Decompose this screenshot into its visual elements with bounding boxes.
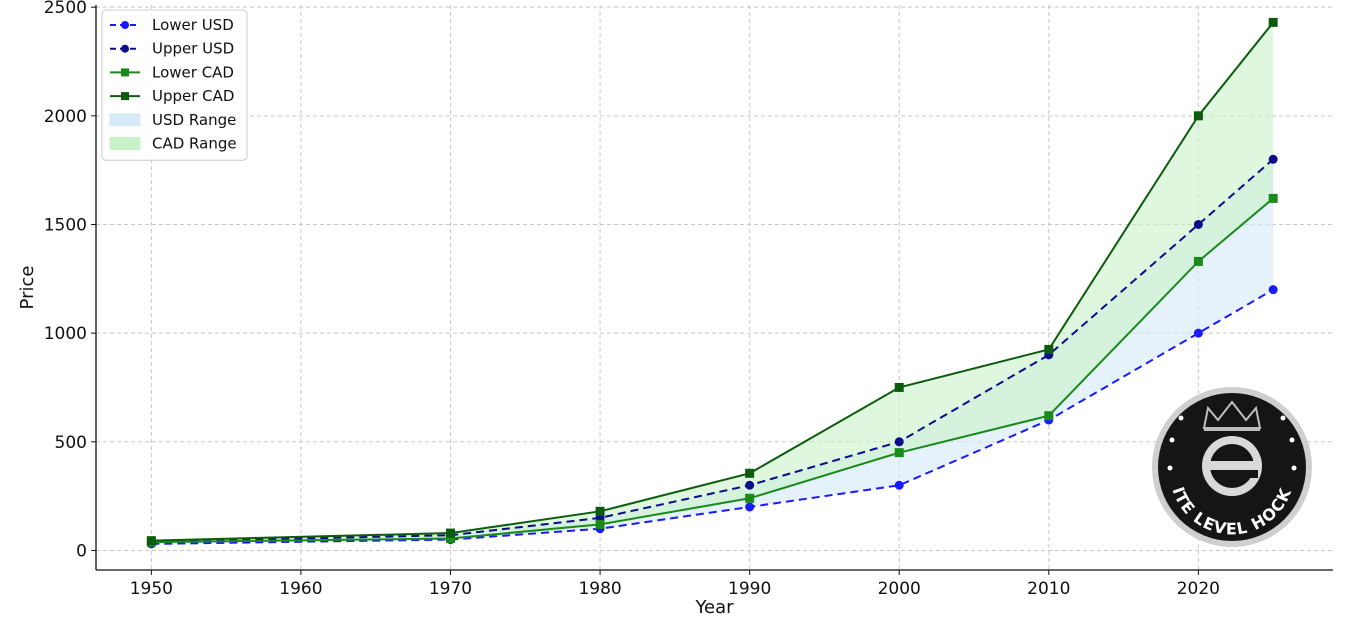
upper-cad-point-1970 — [445, 528, 455, 538]
x-tick-label-1980: 1980 — [578, 579, 621, 599]
legend-marker-upper-usd — [121, 44, 129, 53]
legend-entry: Upper USD — [110, 40, 234, 58]
legend: Lower USD Upper USD Lower CAD Upper CAD USD … — [101, 9, 248, 161]
y-tick-label-1000: 1000 — [44, 324, 87, 344]
y-tick-label-2500: 2500 — [44, 0, 87, 18]
upper-usd-point-2025 — [1268, 154, 1278, 164]
legend-entry: Lower USD — [110, 16, 234, 34]
upper-usd-point-2020 — [1193, 219, 1203, 229]
upper-cad-point-1980 — [595, 506, 605, 516]
upper-usd-line — [151, 158, 1274, 543]
lower-cad-point-2020 — [1193, 256, 1203, 266]
upper-cad-point-2020 — [1193, 111, 1203, 121]
lower-usd-point-1990 — [745, 502, 755, 512]
legend-entry: Upper CAD — [110, 87, 234, 105]
x-tick-label-2000: 2000 — [878, 579, 921, 599]
crown-icon — [1202, 400, 1262, 431]
legend-swatch-usd-range — [109, 113, 141, 127]
y-tick-label-1500: 1500 — [44, 215, 87, 235]
y-tick-label-500: 500 — [55, 433, 87, 453]
upper-cad-line — [151, 21, 1274, 542]
series-markers — [146, 17, 1278, 549]
legend-label-cad-range: CAD Range — [152, 135, 237, 153]
x-axis-label: Year — [694, 597, 734, 618]
upper-cad-point-2025 — [1268, 17, 1278, 27]
cad-range-fill — [151, 22, 1274, 543]
grid — [96, 5, 1333, 570]
y-tick-label-2000: 2000 — [44, 107, 87, 127]
lower-cad-point-1980 — [595, 519, 605, 529]
lower-usd-point-2020 — [1193, 328, 1203, 338]
x-tick-label-1950: 1950 — [130, 579, 173, 599]
lower-cad-point-1970 — [445, 533, 455, 543]
lower-usd-line — [151, 288, 1274, 545]
legend-marker-lower-cad — [121, 68, 129, 77]
legend-entry: Lower CAD — [110, 63, 234, 81]
legend-entry: CAD Range — [109, 135, 237, 153]
e-emblem-icon — [1202, 436, 1262, 496]
y-tick-label-0: 0 — [76, 541, 87, 561]
series-lines — [151, 21, 1274, 545]
lower-usd-point-2000 — [894, 480, 904, 490]
y-axis-label: Price — [17, 266, 38, 310]
upper-cad-point-2010 — [1044, 344, 1054, 354]
upper-usd-point-2000 — [894, 437, 904, 447]
lower-cad-point-1990 — [745, 493, 755, 503]
upper-cad-point-1990 — [745, 468, 755, 478]
legend-marker-lower-usd — [121, 21, 129, 29]
lower-cad-point-2025 — [1268, 193, 1278, 203]
legend-label-usd-range: USD Range — [152, 111, 236, 129]
range-fills — [151, 22, 1274, 544]
legend-label-upper-usd: Upper USD — [152, 40, 234, 58]
x-tick-label-1970: 1970 — [429, 579, 472, 599]
lower-usd-point-2025 — [1268, 285, 1278, 295]
tick-labels: 1950 1960 1970 1980 1990 2000 2010 2020 0 500 1000… — [44, 0, 1220, 599]
axes — [91, 5, 1333, 575]
x-tick-label-2020: 2020 — [1177, 579, 1220, 599]
legend-label-lower-usd: Lower USD — [152, 16, 234, 34]
lower-cad-line — [151, 197, 1274, 544]
x-tick-label-1960: 1960 — [279, 579, 322, 599]
upper-usd-point-1990 — [745, 480, 755, 490]
x-tick-label-2010: 2010 — [1027, 579, 1070, 599]
lower-cad-point-2000 — [894, 448, 904, 458]
upper-cad-point-1950 — [146, 536, 156, 546]
lower-cad-point-2010 — [1044, 411, 1054, 421]
legend-swatch-cad-range — [109, 137, 141, 150]
upper-cad-point-2000 — [894, 382, 904, 392]
logo-dots — [1167, 415, 1297, 471]
legend-entry: USD Range — [109, 111, 236, 129]
legend-label-upper-cad: Upper CAD — [152, 87, 234, 105]
x-tick-label-1990: 1990 — [728, 579, 771, 599]
legend-marker-upper-cad — [121, 92, 129, 101]
legend-label-lower-cad: Lower CAD — [152, 63, 234, 81]
